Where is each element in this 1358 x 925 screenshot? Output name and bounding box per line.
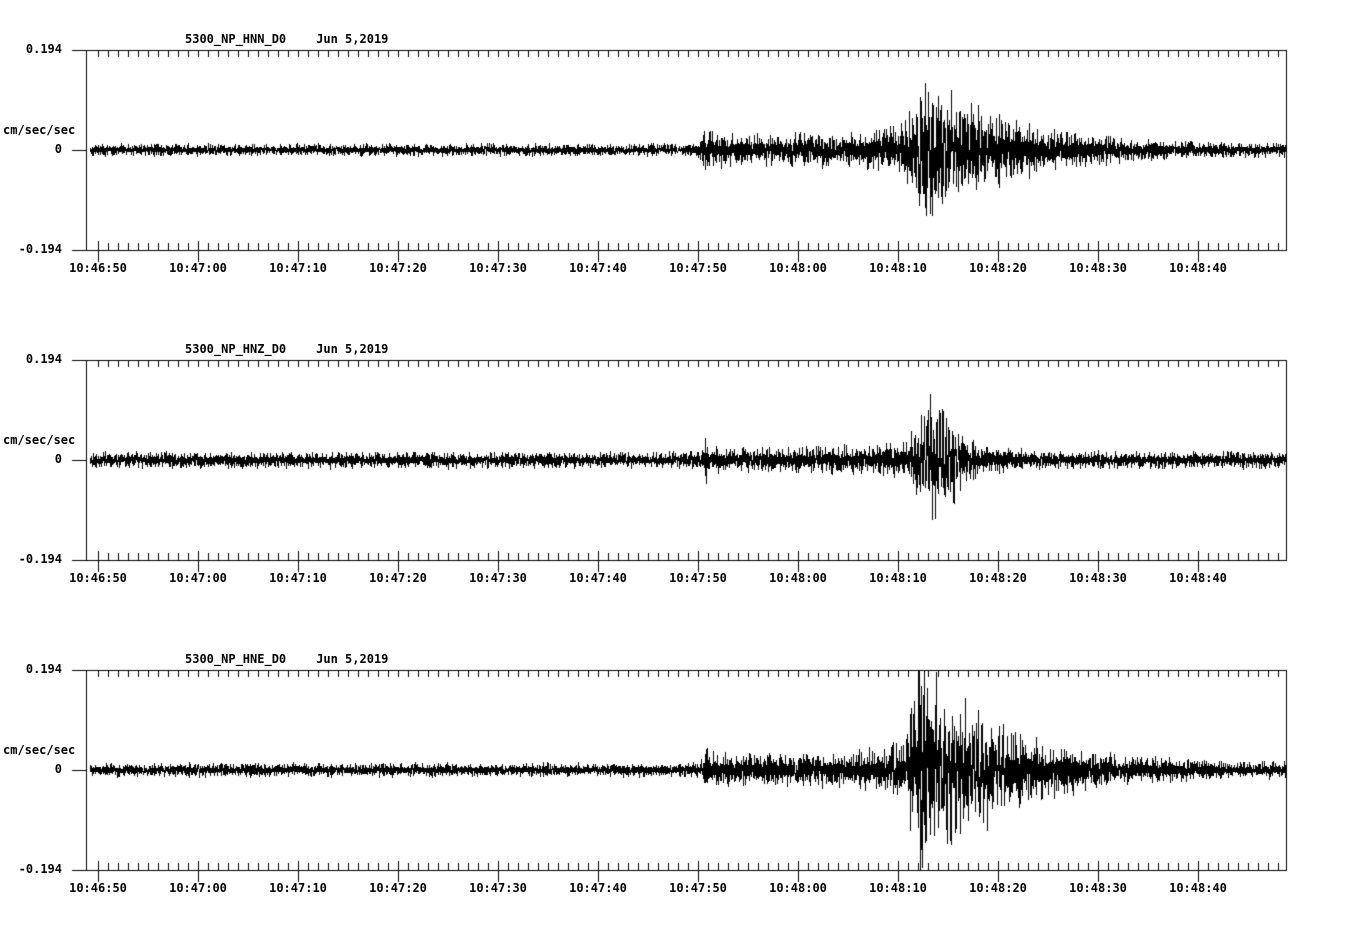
x-tick-label: 10:48:40 xyxy=(1169,261,1227,275)
trace-title: 5300_NP_HNZ_D0 Jun 5,2019 xyxy=(185,342,388,356)
x-tick-label: 10:48:20 xyxy=(969,571,1027,585)
x-tick-label: 10:47:30 xyxy=(469,261,527,275)
x-tick-label: 10:47:00 xyxy=(169,571,227,585)
seismogram-panel-hnz: 5300_NP_HNZ_D0 Jun 5,2019 0.194 cm/sec/s… xyxy=(0,310,1358,615)
x-tick-label: 10:48:40 xyxy=(1169,881,1227,895)
station-channel-id: 5300_NP_HNE_D0 xyxy=(185,652,287,666)
x-tick-label: 10:47:10 xyxy=(269,571,327,585)
x-tick-label: 10:48:30 xyxy=(1069,261,1127,275)
x-tick-label: 10:48:10 xyxy=(869,571,927,585)
y-axis-unit-label: cm/sec/sec xyxy=(3,123,76,137)
x-tick-label: 10:48:40 xyxy=(1169,571,1227,585)
waveform-plot-hnn xyxy=(0,0,1320,290)
y-tick-label-min: -0.194 xyxy=(18,862,62,876)
x-tick-label: 10:47:20 xyxy=(369,881,427,895)
y-tick-label-zero: 0 xyxy=(54,762,62,776)
y-tick-label-zero: 0 xyxy=(54,452,62,466)
trace-date: Jun 5,2019 xyxy=(316,652,389,666)
x-tick-label: 10:48:20 xyxy=(969,261,1027,275)
x-tick-label: 10:47:40 xyxy=(569,571,627,585)
x-tick-label: 10:47:20 xyxy=(369,261,427,275)
trace-date: Jun 5,2019 xyxy=(316,342,389,356)
x-tick-label: 10:47:40 xyxy=(569,881,627,895)
y-tick-label-min: -0.194 xyxy=(18,552,62,566)
x-tick-label: 10:48:00 xyxy=(769,881,827,895)
trace-date: Jun 5,2019 xyxy=(316,32,389,46)
x-tick-label: 10:48:10 xyxy=(869,261,927,275)
x-tick-label: 10:47:10 xyxy=(269,261,327,275)
x-tick-label: 10:48:00 xyxy=(769,571,827,585)
x-tick-label: 10:47:30 xyxy=(469,571,527,585)
x-tick-label: 10:47:50 xyxy=(669,571,727,585)
x-tick-label: 10:47:50 xyxy=(669,261,727,275)
x-tick-label: 10:48:20 xyxy=(969,881,1027,895)
y-tick-label-max: 0.194 xyxy=(25,352,62,366)
seismogram-panel-hnn: 5300_NP_HNN_D0 Jun 5,2019 0.194 cm/sec/s… xyxy=(0,0,1358,305)
y-axis-unit-label: cm/sec/sec xyxy=(3,433,76,447)
x-tick-label: 10:48:30 xyxy=(1069,881,1127,895)
waveform-plot-hne xyxy=(0,620,1320,910)
seismogram-panel-hne: 5300_NP_HNE_D0 Jun 5,2019 0.194 cm/sec/s… xyxy=(0,620,1358,925)
x-tick-label: 10:46:50 xyxy=(69,881,127,895)
x-tick-label: 10:47:20 xyxy=(369,571,427,585)
x-tick-label: 10:47:50 xyxy=(669,881,727,895)
x-tick-label: 10:47:10 xyxy=(269,881,327,895)
y-axis-unit-label: cm/sec/sec xyxy=(3,743,76,757)
y-tick-label-max: 0.194 xyxy=(25,662,62,676)
x-tick-label: 10:47:00 xyxy=(169,261,227,275)
station-channel-id: 5300_NP_HNZ_D0 xyxy=(185,342,287,356)
y-tick-label-min: -0.194 xyxy=(18,242,62,256)
y-tick-label-zero: 0 xyxy=(54,142,62,156)
x-tick-label: 10:48:10 xyxy=(869,881,927,895)
y-tick-label-max: 0.194 xyxy=(25,42,62,56)
x-tick-label: 10:48:30 xyxy=(1069,571,1127,585)
x-tick-label: 10:47:30 xyxy=(469,881,527,895)
station-channel-id: 5300_NP_HNN_D0 xyxy=(185,32,287,46)
x-tick-label: 10:48:00 xyxy=(769,261,827,275)
waveform-plot-hnz xyxy=(0,310,1320,600)
trace-title: 5300_NP_HNN_D0 Jun 5,2019 xyxy=(185,32,388,46)
x-tick-label: 10:46:50 xyxy=(69,261,127,275)
x-tick-label: 10:46:50 xyxy=(69,571,127,585)
trace-title: 5300_NP_HNE_D0 Jun 5,2019 xyxy=(185,652,388,666)
x-tick-label: 10:47:40 xyxy=(569,261,627,275)
x-tick-label: 10:47:00 xyxy=(169,881,227,895)
